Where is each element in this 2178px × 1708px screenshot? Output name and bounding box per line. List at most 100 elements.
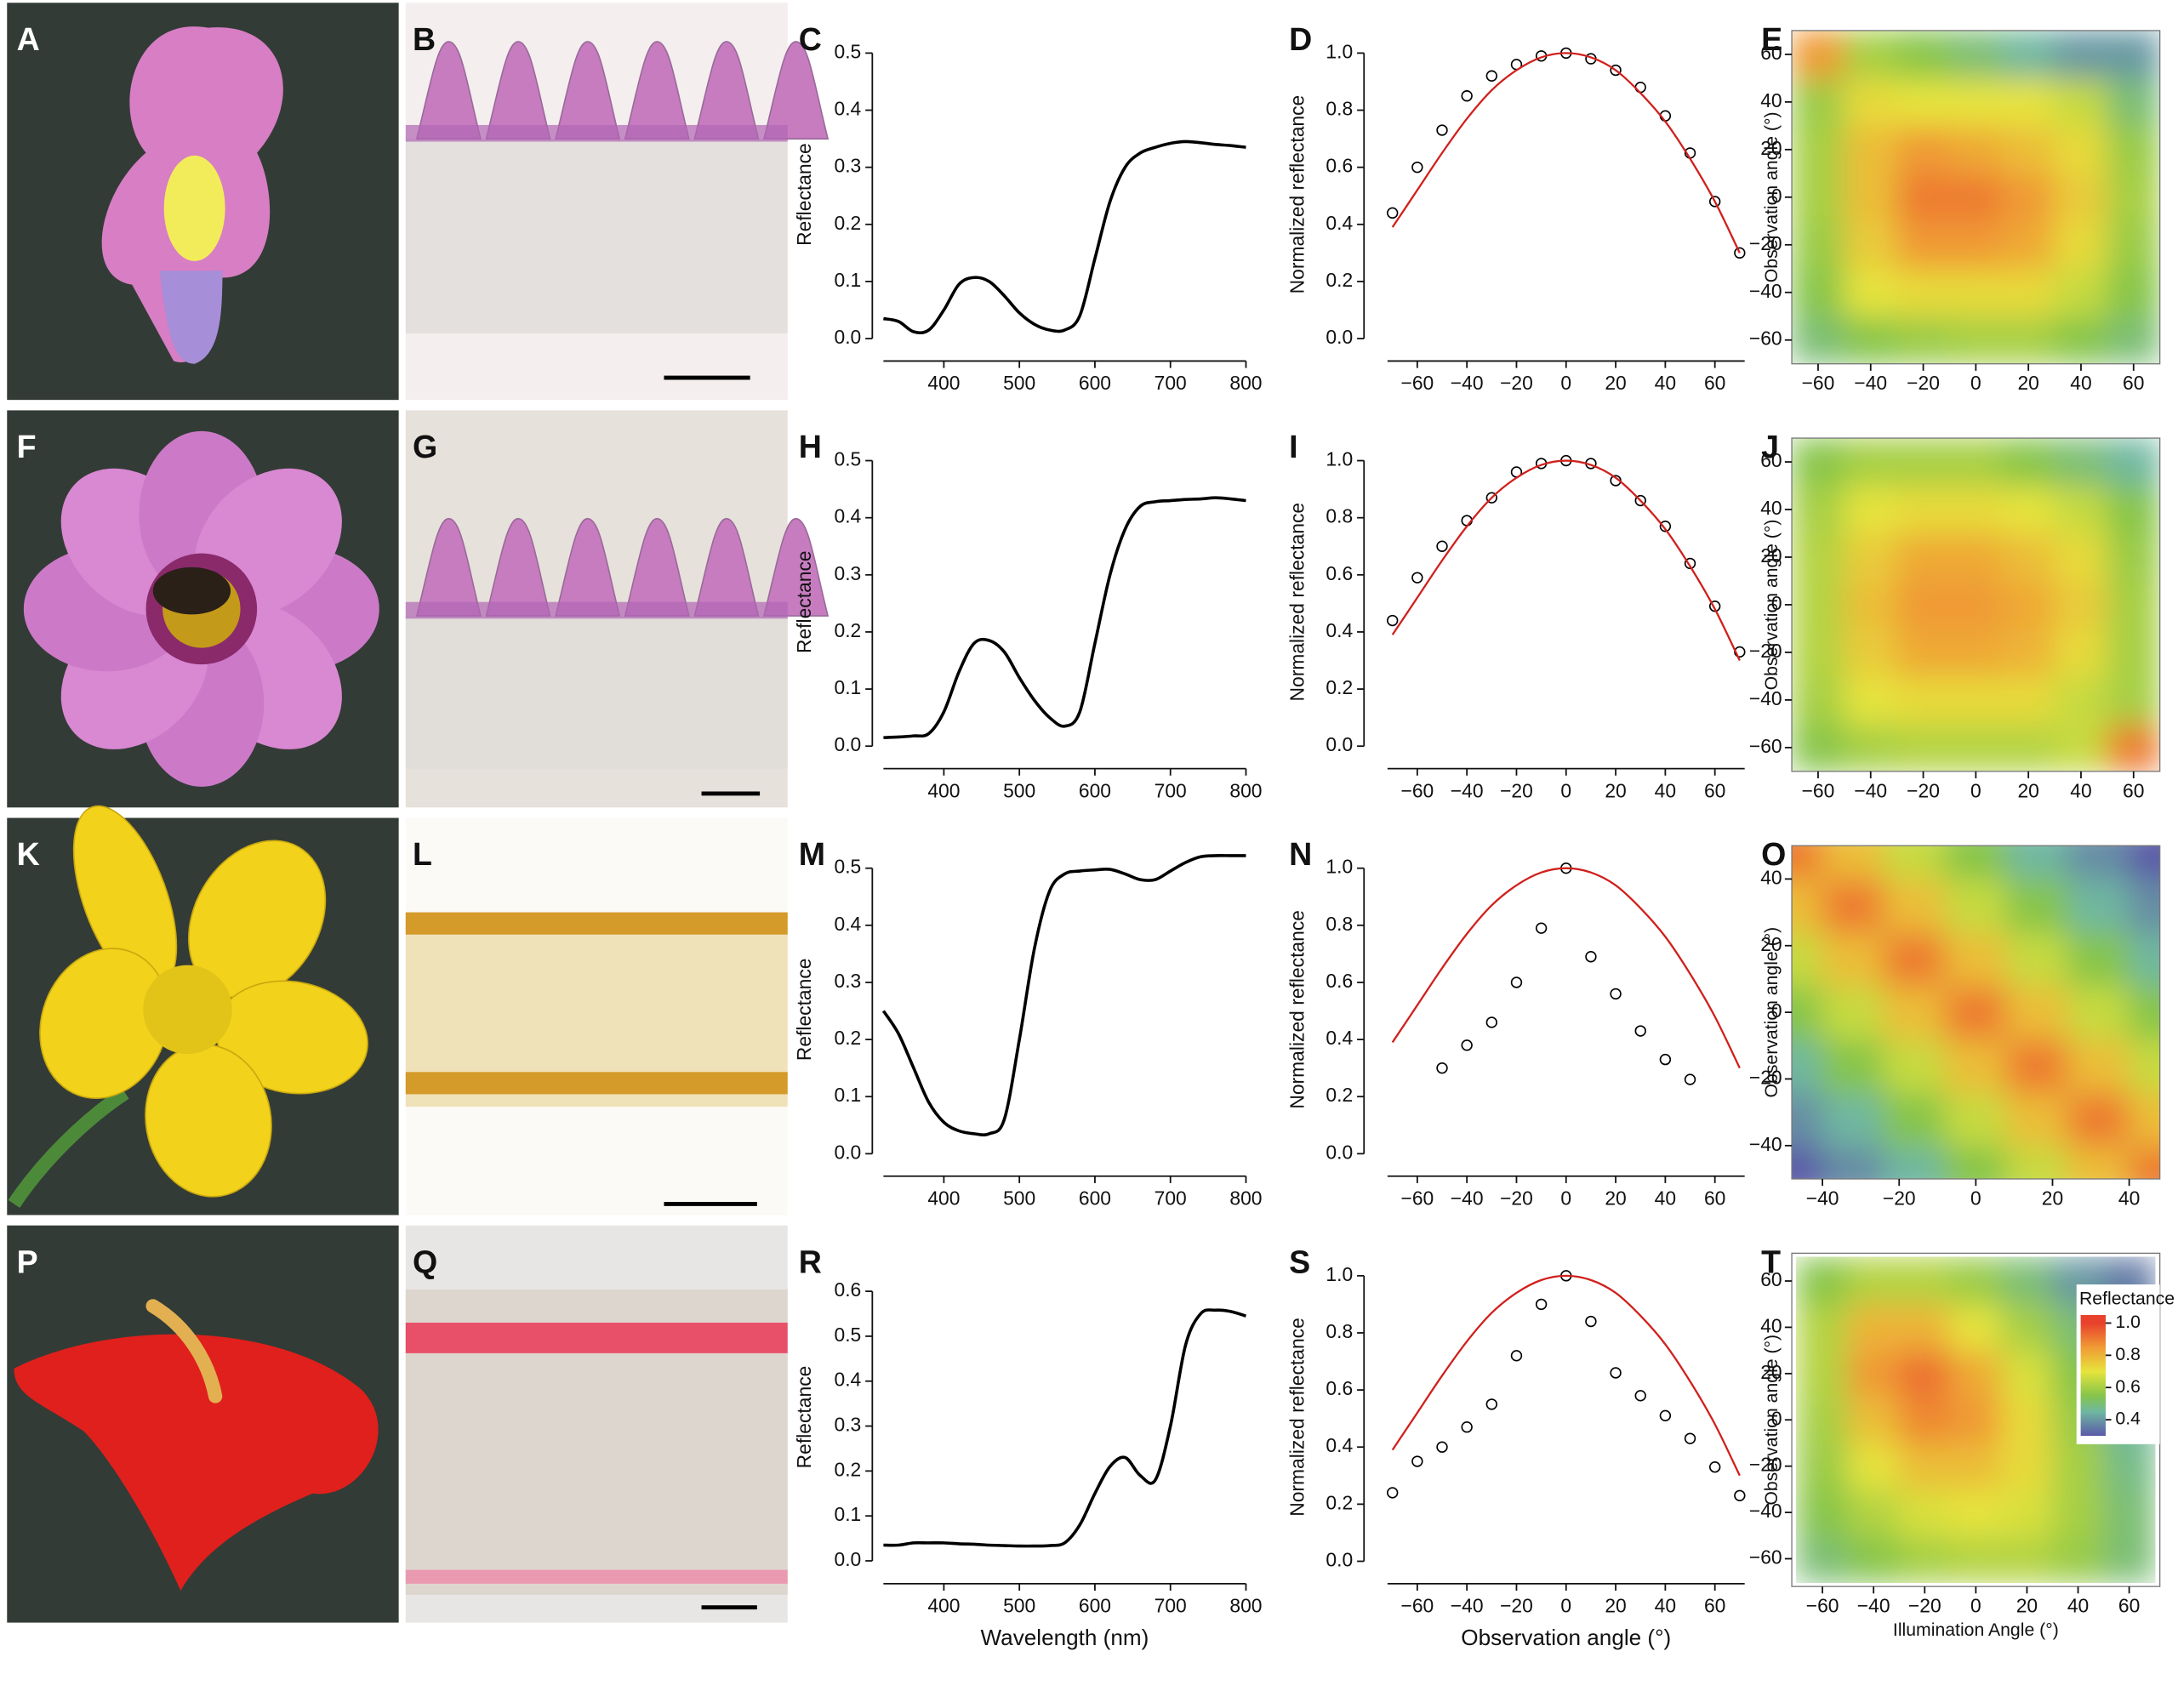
heatmap-cell — [1844, 485, 1898, 534]
throat — [163, 155, 225, 261]
x-tick-label: 20 — [1605, 779, 1626, 801]
heatmap-cell — [2054, 219, 2108, 270]
tissue — [405, 139, 788, 333]
data-point — [1387, 614, 1399, 627]
heatmap-cell — [2107, 485, 2160, 534]
cone-cell — [415, 41, 482, 140]
y-tick-label: −20 — [1749, 232, 1782, 254]
y-tick-label: 0.2 — [835, 619, 862, 641]
y-tick-label: 40 — [1760, 1314, 1782, 1336]
y-tick-label: 0.3 — [835, 562, 862, 584]
spectrum-line — [883, 139, 1246, 335]
y-tick-label: 0.1 — [835, 1084, 862, 1106]
x-tick-label: −40 — [1451, 1187, 1484, 1210]
x-tick-label: −60 — [1400, 1187, 1434, 1210]
heatmap-cell — [1896, 723, 1951, 771]
heatmap-cell — [1948, 675, 2004, 725]
heatmap-cells — [1792, 845, 2160, 1180]
center — [143, 965, 232, 1055]
heatmap-cell — [2067, 1145, 2130, 1180]
y-tick-label: 20 — [1760, 933, 1782, 955]
x-tick-label: 600 — [1079, 372, 1111, 394]
heatmap-cell — [1948, 219, 2004, 270]
heatmap-cell — [2054, 438, 2108, 487]
x-tick-label: −40 — [1451, 779, 1484, 801]
data-point — [1535, 1298, 1548, 1311]
fit-line — [1391, 1274, 1741, 1477]
heatmap — [1792, 845, 2160, 1180]
heatmap-cell — [2001, 77, 2055, 127]
heatmap-cell — [1792, 173, 1845, 222]
x-tick-label: 60 — [1704, 1595, 1725, 1617]
heatmap-cell — [2051, 1534, 2105, 1583]
x-tick-label: 20 — [1605, 372, 1626, 394]
spectrum-line — [881, 854, 1246, 1137]
heatmap-cell — [2001, 125, 2055, 174]
x-tick-label: −40 — [1854, 779, 1887, 801]
data-point — [1485, 1398, 1498, 1410]
heatmap-cell — [2005, 1145, 2069, 1180]
y-axis-label: Normalized reflectance — [1286, 503, 1309, 702]
x-axis-label: Illumination Angle (°) — [1893, 1620, 2059, 1640]
heatmap-cell — [1896, 173, 1951, 222]
heatmap-cell — [1898, 1303, 1952, 1352]
heatmap-cell — [1792, 219, 1845, 270]
y-axis-label: Observation angle (°) — [1762, 1335, 1782, 1506]
heatmap-cell — [2107, 315, 2160, 364]
y-tick-label: 0.2 — [835, 1027, 862, 1049]
heatmap-cell — [2005, 931, 2069, 987]
x-tick-label: −60 — [1806, 1595, 1839, 1617]
spathe — [14, 1334, 379, 1591]
heatmap-cell — [1796, 1256, 1849, 1306]
heatmap-cell — [1844, 125, 1898, 174]
heatmap — [1796, 1256, 2156, 1583]
heatmap-cell — [2054, 532, 2108, 582]
heatmap-cell — [2054, 675, 2108, 725]
spadix — [145, 1299, 223, 1403]
x-tick-label: 20 — [2017, 779, 2038, 801]
heatmap-cell — [1896, 219, 1951, 270]
heatmap-cell — [2054, 77, 2108, 127]
fit-line — [1391, 459, 1741, 662]
y-axis-label: Normalized reflectance — [1286, 1318, 1309, 1517]
y-tick-label: 0.2 — [835, 212, 862, 234]
y-tick-label: −40 — [1749, 1500, 1782, 1522]
heatmap-cell — [2005, 845, 2069, 880]
x-tick-label: −20 — [1500, 779, 1533, 801]
heatmap-cell — [1883, 1091, 1947, 1147]
x-tick-label: 800 — [1229, 372, 1262, 394]
heatmap-cell — [2067, 984, 2130, 1040]
heatmap-cell — [1949, 1396, 2003, 1444]
x-tick-label: −60 — [1802, 372, 1835, 394]
y-tick-label: −60 — [1749, 327, 1782, 350]
panel-letter: P — [17, 1244, 38, 1279]
heatmap-cell — [2054, 485, 2108, 534]
x-tick-label: −60 — [1400, 1595, 1434, 1617]
x-tick-label: −40 — [1451, 372, 1484, 394]
y-tick-label: 0.8 — [1326, 98, 1353, 120]
heatmap-cell — [2001, 267, 2055, 317]
x-tick-label: 500 — [1003, 372, 1035, 394]
data-point — [1585, 1315, 1597, 1328]
heatmap-cell — [2054, 267, 2108, 317]
flower — [14, 1299, 379, 1591]
y-tick-label: 0.3 — [835, 970, 862, 992]
heatmap-cell — [2001, 580, 2055, 629]
heatmap-cell — [1896, 628, 1951, 677]
y-tick-label: 0.3 — [835, 155, 862, 177]
y-tick-label: 0.0 — [835, 326, 862, 348]
x-tick-label: 20 — [1605, 1187, 1626, 1210]
heatmap-cell — [1847, 1489, 1901, 1537]
data-point — [1436, 540, 1448, 552]
heatmap-cell — [1792, 675, 1845, 725]
y-axis-label: Reflectance — [793, 959, 815, 1062]
heatmap-cell — [2000, 1303, 2054, 1352]
data-point — [1411, 161, 1423, 174]
panel-letter: G — [413, 429, 437, 464]
panel-letter: I — [1289, 429, 1297, 464]
heatmap-cell — [1844, 315, 1898, 364]
heatmap-cell — [1822, 931, 1885, 987]
heatmap-cell — [1896, 77, 1951, 127]
y-axis-label: Reflectance — [793, 550, 815, 653]
y-tick-label: 0.4 — [1326, 1027, 1353, 1049]
